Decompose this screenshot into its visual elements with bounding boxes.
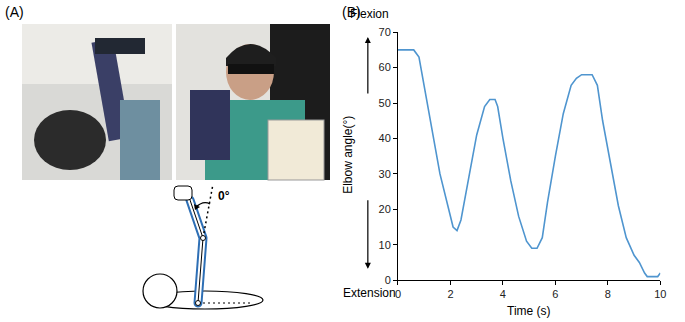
svg-text:70: 70 [379,26,391,38]
svg-text:2: 2 [447,288,453,300]
svg-text:10: 10 [379,239,391,251]
svg-text:6: 6 [552,288,558,300]
svg-text:0: 0 [395,288,401,300]
svg-text:40: 40 [379,132,391,144]
svg-text:50: 50 [379,97,391,109]
svg-text:10: 10 [654,288,666,300]
svg-text:Flexion: Flexion [350,7,389,21]
svg-text:Elbow angle(°): Elbow angle(°) [341,116,355,194]
svg-text:(A): (A) [5,4,24,20]
svg-text:Time (s): Time (s) [507,304,551,318]
svg-text:60: 60 [379,61,391,73]
svg-text:Extension: Extension [343,286,396,300]
svg-text:0: 0 [385,274,391,286]
svg-text:20: 20 [379,203,391,215]
svg-text:4: 4 [500,288,506,300]
svg-text:(B): (B) [342,4,361,20]
svg-text:8: 8 [605,288,611,300]
svg-text:30: 30 [379,168,391,180]
svg-text:0°: 0° [218,189,230,203]
